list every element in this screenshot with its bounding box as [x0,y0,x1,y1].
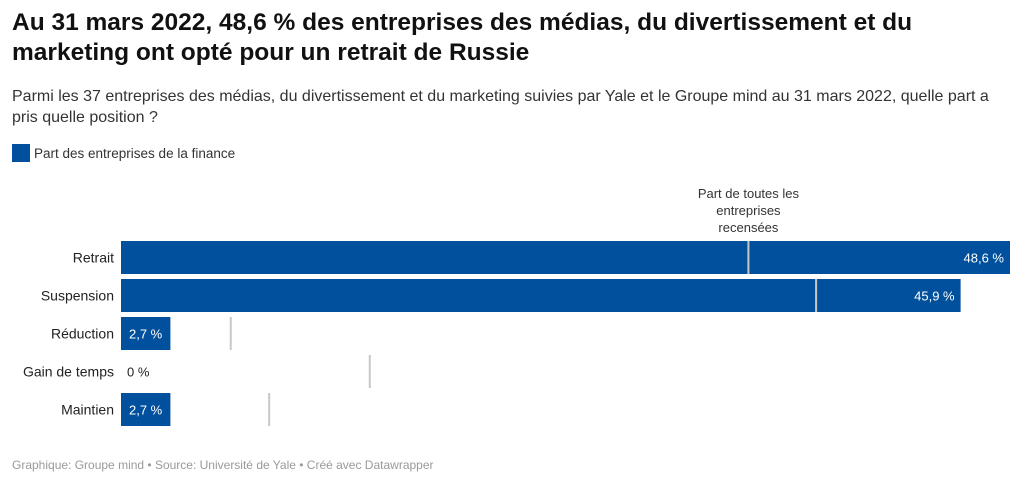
bar [121,241,1010,274]
value-label: 48,6 % [964,251,1005,266]
value-label: 2,7 % [129,403,163,418]
reference-annotation: entreprises [716,203,781,218]
chart-subtitle: Parmi les 37 entreprises des médias, du … [12,88,989,126]
legend: Part des entreprises de la finance [12,144,235,162]
legend-swatch [12,144,30,162]
footer-credits: Graphique: Groupe mind • Source: Univers… [12,458,434,472]
reference-annotation: Part de toutes les [698,186,800,201]
value-label: 2,7 % [129,327,163,342]
category-label: Maintien [61,402,114,418]
category-label: Gain de temps [23,364,114,380]
value-label: 0 % [127,365,150,380]
chart-title: Au 31 mars 2022, 48,6 % des entreprises … [12,9,913,66]
category-label: Réduction [51,326,114,342]
legend-label: Part des entreprises de la finance [34,145,236,161]
bar [121,279,961,312]
value-label: 45,9 % [914,289,955,304]
category-label: Retrait [73,250,114,266]
reference-annotation: recensées [718,220,778,235]
bar-chart: Retrait 48,6 % Suspension 45,9 % Réduction 2,… [23,186,1010,426]
bar [121,317,171,350]
bar [121,393,171,426]
category-label: Suspension [41,288,114,304]
